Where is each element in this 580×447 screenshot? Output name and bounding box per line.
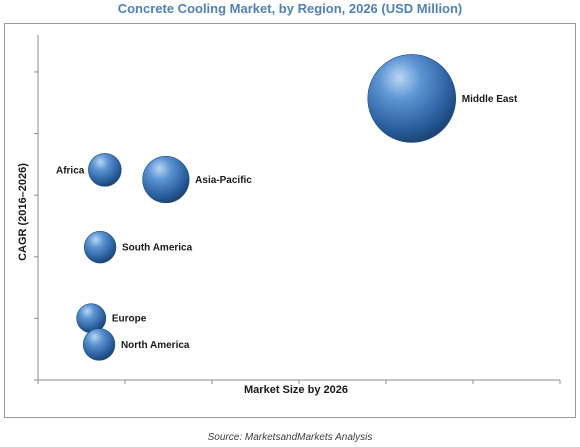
bubble-label-middle-east: Middle East (462, 94, 518, 105)
bubble-south-america (83, 231, 117, 264)
bubble-labels: Middle East Africa Asia-Pacific South Ameri… (56, 94, 518, 351)
bubble-north-america (82, 328, 116, 361)
bubble-label-south-america: South America (122, 243, 193, 254)
bubbles (76, 54, 457, 361)
bubble-africa (88, 153, 122, 187)
bubble-label-north-america: North America (121, 340, 190, 351)
chart-title: Concrete Cooling Market, by Region, 2026… (117, 1, 463, 16)
bubble-label-asia-pacific: Asia-Pacific (195, 175, 252, 186)
chart-frame (4, 23, 576, 418)
y-axis-title: CAGR (2016–2026) (17, 163, 29, 261)
source-note: Source: MarketsandMarkets Analysis (207, 432, 373, 443)
bubble-europe (76, 303, 107, 334)
bubble-label-europe: Europe (112, 314, 147, 325)
x-axis-title: Market Size by 2026 (244, 384, 348, 396)
bubble-middle-east (367, 54, 457, 143)
axes (34, 35, 561, 384)
bubble-asia-pacific (142, 155, 190, 204)
bubble-label-africa: Africa (56, 165, 85, 176)
